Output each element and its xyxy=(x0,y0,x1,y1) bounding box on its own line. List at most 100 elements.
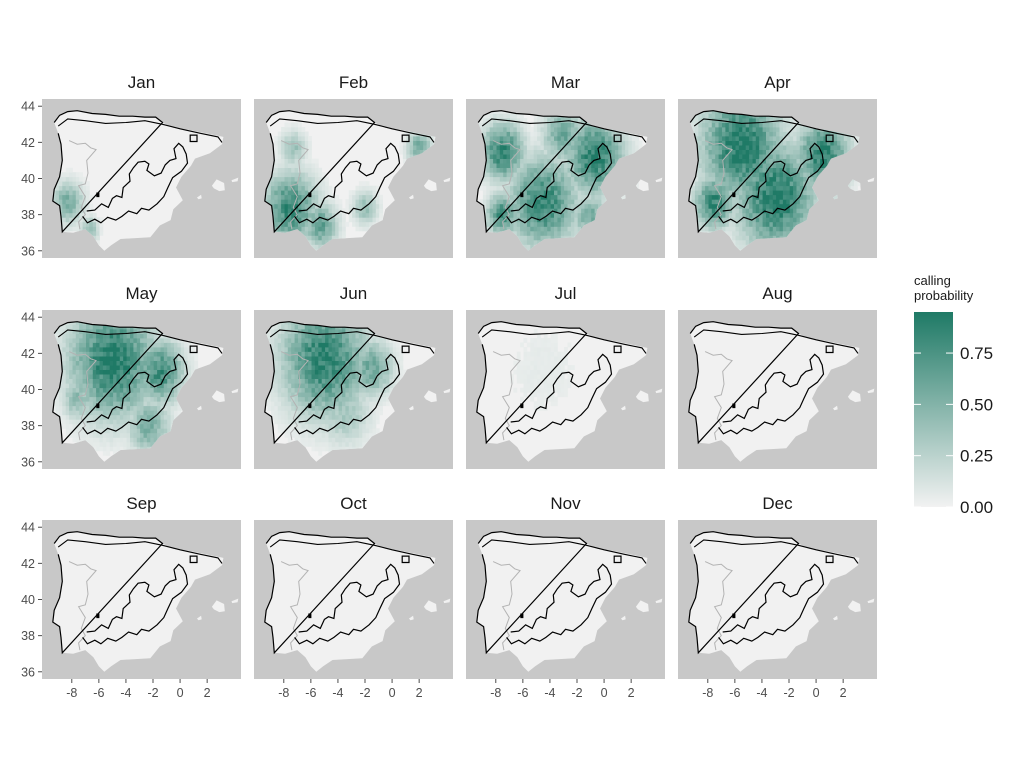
probability-cell xyxy=(533,194,538,200)
probability-cell xyxy=(86,226,90,232)
probability-cell xyxy=(352,194,356,200)
probability-cell xyxy=(298,122,302,128)
probability-cell xyxy=(564,221,568,227)
probability-cell xyxy=(338,217,343,223)
probability-cell xyxy=(738,172,743,178)
probability-cell xyxy=(69,181,73,187)
probability-cell xyxy=(92,235,97,241)
probability-cell xyxy=(806,127,811,132)
probability-cell xyxy=(806,181,811,187)
probability-cell xyxy=(89,428,94,434)
probability-cell xyxy=(732,226,736,232)
probability-cell xyxy=(718,208,723,214)
probability-cell xyxy=(745,118,750,123)
probability-cell xyxy=(547,208,551,214)
probability-cell xyxy=(813,127,818,132)
probability-cell xyxy=(711,181,716,187)
probability-cell xyxy=(116,410,121,416)
probability-cell xyxy=(803,127,807,132)
probability-cell xyxy=(738,249,743,251)
country-border xyxy=(704,140,733,230)
probability-cell xyxy=(318,176,323,182)
probability-cell xyxy=(728,176,733,182)
probability-cell xyxy=(550,190,555,196)
range-outline-ne xyxy=(401,134,410,143)
probability-cell xyxy=(510,221,514,227)
probability-cell xyxy=(489,122,494,128)
probability-cell xyxy=(62,217,67,223)
probability-cell xyxy=(109,338,114,343)
probability-cell xyxy=(816,140,821,146)
probability-cell xyxy=(62,194,67,200)
probability-cell xyxy=(786,221,791,227)
probability-cell xyxy=(399,149,404,155)
probability-cell xyxy=(92,396,97,402)
probability-cell xyxy=(358,221,363,227)
probability-cell xyxy=(520,154,524,159)
probability-cell xyxy=(311,167,316,173)
probability-cell xyxy=(735,208,740,214)
probability-cell xyxy=(591,127,595,132)
probability-cell xyxy=(294,145,299,150)
probability-cell xyxy=(708,149,713,155)
probability-cell xyxy=(533,172,538,178)
probability-cell xyxy=(708,158,713,164)
probability-cell xyxy=(321,212,326,218)
probability-cell xyxy=(759,118,763,123)
probability-cell xyxy=(564,226,568,232)
probability-cell xyxy=(564,167,568,173)
probability-cell xyxy=(65,217,70,223)
probability-cell xyxy=(526,221,531,227)
probability-cell xyxy=(587,167,592,173)
probability-cell xyxy=(711,217,716,223)
probability-cell xyxy=(799,185,804,191)
probability-cell xyxy=(99,369,104,375)
probability-cell xyxy=(587,163,592,168)
probability-cell xyxy=(594,127,599,132)
probability-cell xyxy=(698,149,703,155)
probability-cell xyxy=(833,140,838,146)
probability-cell xyxy=(62,203,67,209)
probability-cell xyxy=(281,127,285,132)
probability-cell xyxy=(86,351,90,357)
probability-cell xyxy=(698,113,703,119)
probability-cell xyxy=(409,140,414,146)
probability-cell xyxy=(799,158,804,164)
probability-cell xyxy=(96,446,100,452)
probability-cell xyxy=(379,194,383,200)
probability-cell xyxy=(69,432,73,438)
probability-cell xyxy=(732,230,736,236)
probability-cell xyxy=(738,199,743,205)
probability-cell xyxy=(738,185,743,191)
probability-cell xyxy=(574,167,579,173)
probability-cell xyxy=(345,208,350,214)
probability-cell xyxy=(284,167,289,173)
probability-cell xyxy=(402,149,407,155)
y-tick-label: 40 xyxy=(21,172,35,186)
probability-cell xyxy=(486,194,491,200)
probability-cell xyxy=(86,369,90,375)
probability-cell xyxy=(698,176,703,182)
probability-cell xyxy=(796,127,801,132)
probability-cell xyxy=(813,172,818,178)
probability-cell xyxy=(604,131,609,137)
probability-cell xyxy=(503,122,507,128)
probability-cell xyxy=(782,176,787,182)
range-outline-north xyxy=(269,118,435,143)
probability-cell xyxy=(362,212,367,218)
probability-cell xyxy=(533,140,538,146)
probability-cell xyxy=(698,199,703,205)
probability-cell xyxy=(725,212,730,218)
probability-cell xyxy=(701,176,706,182)
probability-cell xyxy=(601,145,606,150)
probability-cell xyxy=(304,176,309,182)
probability-cell xyxy=(762,167,767,173)
probability-cell xyxy=(486,140,491,146)
probability-cell xyxy=(102,446,107,452)
probability-cell xyxy=(799,136,804,141)
probability-cell xyxy=(728,131,733,137)
probability-cell xyxy=(311,217,316,223)
probability-cell xyxy=(496,110,501,114)
probability-cell xyxy=(540,199,545,205)
probability-cell xyxy=(506,149,511,155)
